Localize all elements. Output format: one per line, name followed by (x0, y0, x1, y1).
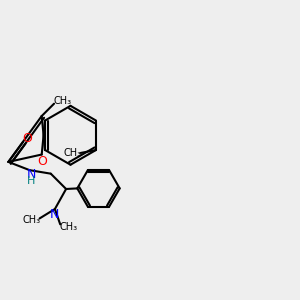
Text: CH₃: CH₃ (22, 215, 40, 225)
Text: H: H (27, 176, 35, 186)
Text: CH₃: CH₃ (59, 222, 77, 232)
Text: O: O (22, 132, 32, 146)
Text: N: N (26, 168, 36, 182)
Text: N: N (50, 208, 59, 220)
Text: O: O (38, 154, 47, 167)
Text: CH₃: CH₃ (53, 96, 71, 106)
Text: CH₃: CH₃ (63, 148, 82, 158)
